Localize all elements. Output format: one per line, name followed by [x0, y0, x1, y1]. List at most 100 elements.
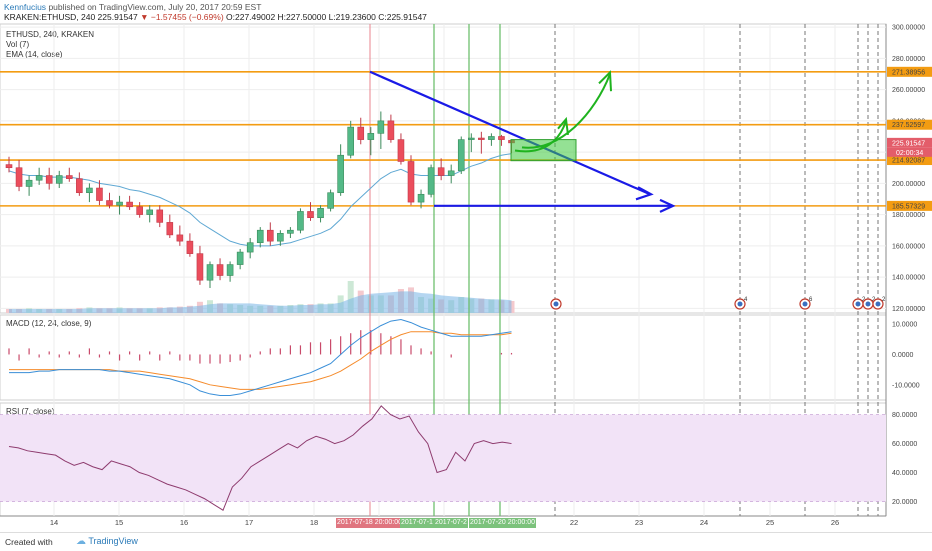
candle-body: [236, 251, 244, 265]
date-marker: 2017-07-20 20:00:00: [469, 518, 536, 528]
event-flag-center: [802, 301, 808, 307]
candle-body: [96, 187, 103, 201]
y-tick-label: 120.00000: [892, 306, 925, 313]
level-price-text: 214.92087: [892, 158, 925, 165]
pane-border: [0, 314, 887, 401]
candle-body: [307, 211, 314, 219]
rsi-indicator-label[interactable]: RSI (7, close): [6, 407, 55, 416]
level-price-text: 271.38956: [892, 69, 925, 76]
long-arrow-head: [598, 70, 612, 92]
event-count-badge: 6: [809, 297, 813, 303]
author-link[interactable]: Kennfucius: [4, 2, 47, 12]
candle-body: [347, 126, 355, 156]
candle-body: [246, 242, 254, 253]
candle-body: [317, 208, 324, 219]
long-breakout-arrow: [521, 73, 611, 149]
x-tick-label: 17: [245, 518, 253, 527]
candle-body: [478, 137, 485, 140]
macd-signal-line: [9, 331, 512, 390]
candle-body: [116, 201, 123, 206]
y-tick-label: 180.00000: [892, 212, 925, 219]
breakout-zone-box: [510, 139, 577, 162]
x-tick-label: 14: [50, 518, 58, 527]
candle-body: [226, 264, 234, 276]
candle-body: [166, 222, 174, 236]
vol-indicator-label[interactable]: Vol (7): [6, 40, 30, 49]
rsi-y-tick: 80.0000: [892, 412, 917, 419]
macd-y-tick: 0.0000: [892, 352, 914, 359]
price-change: ▼ −1.57455 (−0.69%): [140, 12, 224, 22]
candle-body: [407, 161, 415, 203]
y-tick-label: 160.00000: [892, 243, 925, 250]
candle-body: [287, 229, 294, 234]
candle-body: [206, 264, 214, 281]
created-with-text: Created with: [5, 537, 53, 547]
chart-canvas[interactable]: 14151617181920212223242526300.00000280.0…: [0, 0, 932, 532]
candle-body: [367, 133, 375, 140]
candle-body: [337, 154, 344, 194]
event-flag-center: [737, 301, 743, 307]
date-marker: 2017-07-2: [434, 518, 468, 528]
event-count-badge: 4: [744, 297, 748, 303]
candle-body: [266, 229, 274, 242]
candle-body: [35, 175, 43, 181]
y-tick-label: 260.00000: [892, 87, 925, 94]
countdown-text: 02:00:34: [896, 150, 923, 157]
event-count-badge: 2: [872, 297, 876, 303]
level-price-tag: [887, 119, 932, 130]
candle-body: [387, 120, 395, 140]
level-price-tag: [887, 66, 932, 77]
level-price-tag: [887, 155, 932, 166]
candle-body: [5, 164, 13, 169]
candle-body: [256, 229, 264, 244]
countdown-tag: [887, 147, 932, 157]
candle-body: [186, 240, 194, 254]
ohlc-values: O:227.49002 H:227.50000 L:219.23600 C:22…: [226, 12, 427, 22]
rsi-y-tick: 40.0000: [892, 470, 917, 477]
macd-y-tick: 10.0000: [892, 322, 917, 329]
date-marker: 2017-07-1: [400, 518, 434, 528]
macd-indicator-label[interactable]: MACD (12, 24, close, 9): [6, 319, 92, 328]
candle-body: [357, 126, 365, 140]
event-flag-center: [865, 301, 871, 307]
candle-body: [277, 233, 284, 242]
candle-body: [45, 175, 53, 184]
support-arrow-head: [659, 198, 676, 213]
x-tick-label: 22: [570, 518, 578, 527]
symbol-info: KRAKEN:ETHUSD, 240 225.91547 ▼ −1.57455 …: [4, 12, 427, 22]
level-price-text: 237.52597: [892, 122, 925, 129]
tradingview-logo[interactable]: ☁ TradingView: [76, 536, 138, 547]
x-tick-label: 15: [115, 518, 123, 527]
volume-bar: [347, 281, 354, 313]
candle-body: [417, 193, 425, 203]
x-tick-label: 23: [635, 518, 643, 527]
date-marker: 2017-07-18 20:00:00: [336, 518, 403, 528]
candle-body: [156, 209, 164, 223]
event-flag-center: [855, 301, 861, 307]
event-flag-center: [875, 301, 881, 307]
candle-body: [397, 139, 405, 162]
ema-indicator-label[interactable]: EMA (14, close): [6, 50, 63, 59]
candle-body: [196, 253, 204, 281]
candle-body: [457, 139, 465, 172]
publish-info: Kennfucius published on TradingView.com,…: [4, 2, 261, 12]
event-count-badge: 2: [862, 297, 866, 303]
candle-body: [427, 167, 435, 195]
cloud-icon: ☁: [76, 536, 86, 547]
x-tick-label: 24: [700, 518, 708, 527]
rsi-band: [0, 414, 886, 502]
candle-body: [55, 175, 63, 184]
brand-text: TradingView: [88, 536, 138, 546]
candle-body: [66, 175, 73, 179]
descending-trendline: [369, 70, 651, 196]
rsi-y-tick: 20.0000: [892, 499, 917, 506]
y-tick-label: 140.00000: [892, 275, 925, 282]
candle-body: [467, 137, 475, 140]
x-tick-label: 16: [180, 518, 188, 527]
rsi-line: [8, 405, 512, 511]
candle-body: [488, 136, 495, 140]
last-price-tag: [887, 137, 932, 148]
last-price-text: 225.91547: [892, 140, 925, 147]
candle-body: [498, 136, 505, 140]
candle-body: [76, 178, 83, 194]
